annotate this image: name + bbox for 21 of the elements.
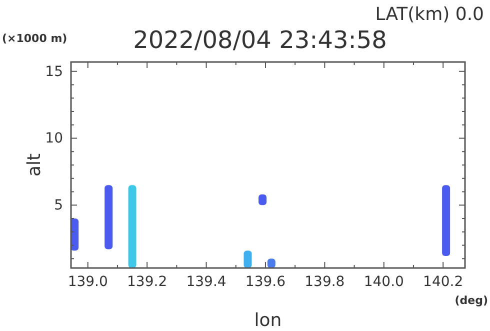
y-tick-label: 5 [54, 198, 63, 214]
x-tick-label: 140.0 [364, 274, 404, 290]
chart-title: 2022/08/04 23:43:58 [133, 26, 387, 54]
y-tick-label: 15 [45, 64, 63, 80]
text: (deg) [454, 294, 488, 307]
chart-subtitle: LAT(km) 0.0 [375, 4, 484, 25]
bar [442, 185, 450, 256]
bar [258, 194, 267, 206]
x-axis-title: lon [254, 310, 282, 331]
x-tick-label: 139.4 [186, 274, 226, 290]
x-tick-label: 139.0 [68, 274, 108, 290]
x-tick-label: 139.2 [127, 274, 168, 290]
y-axis-title: alt [24, 153, 45, 177]
bar [128, 185, 136, 268]
bar [244, 250, 252, 268]
y-tick-label: 10 [45, 130, 63, 147]
x-tick-label: 139.6 [245, 274, 286, 290]
x-tick-label: 139.8 [304, 274, 345, 290]
x-tick-label: 140.2 [423, 274, 464, 290]
text: (×1000 m) [2, 32, 68, 45]
bar [104, 185, 113, 250]
